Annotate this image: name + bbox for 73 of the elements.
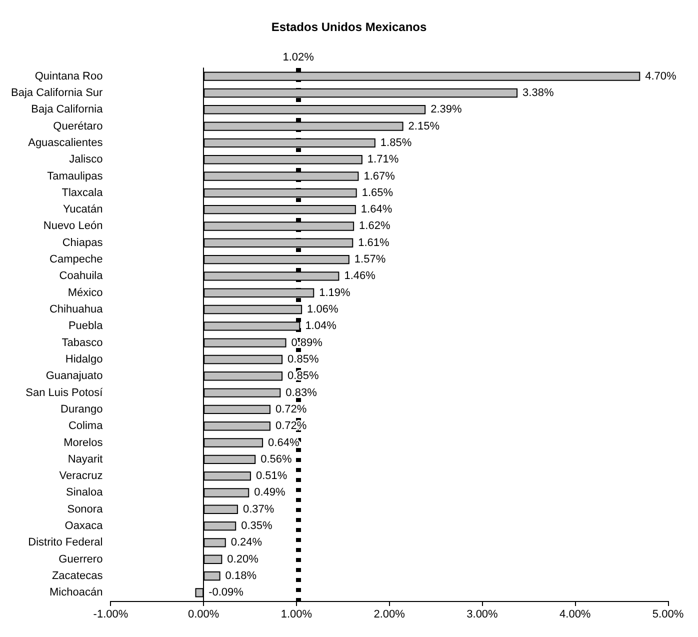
data-label: 1.46%	[344, 270, 376, 282]
y-tick-label: Michoacán	[50, 586, 103, 599]
data-label: 4.70%	[645, 70, 677, 82]
data-label: 1.85%	[380, 136, 412, 149]
data-label: 1.19%	[319, 286, 351, 299]
y-tick-label: Chihuahua	[49, 304, 104, 316]
data-label: 0.72%	[275, 403, 307, 416]
data-label: 0.56%	[260, 453, 292, 466]
data-label: 0.85%	[288, 353, 319, 366]
y-tick-label: Querétaro	[53, 120, 103, 132]
y-tick-label: Tamaulipas	[47, 170, 104, 182]
y-tick-label: Chiapas	[62, 236, 104, 249]
data-label: 0.35%	[241, 520, 273, 532]
x-tick-label: 4.00%	[560, 608, 591, 620]
y-tick-label: Veracruz	[59, 470, 103, 482]
data-label: 2.39%	[430, 104, 462, 116]
y-tick-label: Tabasco	[62, 336, 103, 349]
y-tick-label: Quintana Roo	[34, 70, 103, 82]
data-label: 0.37%	[242, 503, 274, 516]
data-label: 0.85%	[288, 370, 319, 382]
data-label: 1.61%	[358, 236, 390, 249]
ref-line-label: 1.02%	[282, 52, 314, 64]
data-label: 2.15%	[408, 120, 440, 132]
y-tick-label: Baja California Sur	[10, 86, 104, 99]
data-label: 1.57%	[354, 254, 386, 266]
data-label: 0.24%	[230, 536, 262, 549]
data-label: 1.04%	[305, 320, 337, 332]
data-label: 0.89%	[291, 336, 323, 349]
y-tick-label: Puebla	[68, 320, 104, 332]
data-label: 1.64%	[360, 204, 392, 216]
data-label: 0.18%	[225, 570, 257, 582]
data-label: 1.06%	[307, 304, 338, 316]
x-tick-label: 2.00%	[374, 608, 406, 620]
y-tick-label: Guerrero	[58, 553, 103, 566]
data-label: 0.49%	[254, 486, 286, 499]
y-tick-label: Tlaxcala	[62, 186, 104, 199]
data-label: 0.72%	[275, 420, 307, 432]
data-label: 0.64%	[268, 436, 300, 449]
chart-title: Estados Unidos Mexicanos	[271, 20, 428, 34]
y-tick-label: Nayarit	[68, 453, 103, 466]
y-tick-label: Hidalgo	[65, 353, 103, 366]
y-tick-label: Guanajuato	[46, 370, 103, 382]
y-tick-label: Baja California	[31, 104, 104, 116]
x-tick-label: 1.00%	[280, 608, 312, 620]
data-label: 0.20%	[227, 553, 259, 566]
y-tick-label: Zacatecas	[52, 570, 104, 582]
y-tick-label: Sinaloa	[66, 486, 104, 499]
y-tick-label: Jalisco	[69, 154, 103, 166]
y-tick-label: Oaxaca	[64, 520, 104, 532]
data-label: -0.09%	[208, 586, 244, 599]
y-tick-label: San Luis Potosí	[26, 386, 104, 399]
data-label: 3.38%	[522, 86, 554, 99]
x-tick-label: 3.00%	[466, 608, 498, 620]
x-tick-label: 5.00%	[652, 608, 684, 620]
data-label: 1.71%	[367, 154, 399, 166]
y-tick-label: Yucatán	[62, 204, 103, 216]
y-tick-label: Distrito Federal	[28, 536, 103, 549]
data-label: 1.65%	[362, 186, 394, 199]
data-label: 1.67%	[364, 170, 396, 182]
y-tick-label: Coahuila	[59, 270, 104, 282]
x-tick-label: -1.00%	[93, 608, 128, 620]
y-tick-label: Campeche	[50, 254, 103, 266]
y-tick-label: Aguascalientes	[28, 136, 104, 149]
x-tick-label: 0.00%	[188, 608, 220, 620]
y-tick-label: Sonora	[67, 503, 104, 516]
data-label: 0.51%	[256, 470, 288, 482]
y-tick-label: Colima	[68, 420, 104, 432]
y-tick-label: Morelos	[64, 436, 104, 449]
y-tick-label: Durango	[60, 403, 103, 416]
y-tick-label: México	[68, 286, 103, 299]
data-label: 0.83%	[286, 386, 318, 399]
data-label: 1.62%	[359, 220, 390, 232]
y-tick-label: Nuevo León	[43, 220, 103, 232]
